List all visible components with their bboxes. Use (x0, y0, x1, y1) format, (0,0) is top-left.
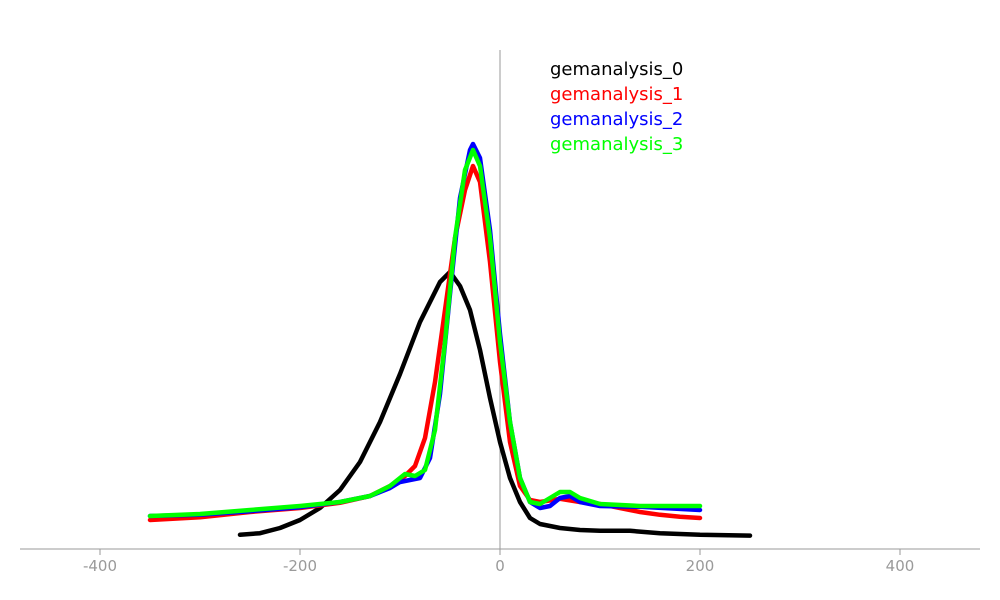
series-line-gemanalysis_0 (237, 269, 753, 538)
legend-entry-gemanalysis_2: gemanalysis_2 (550, 109, 683, 130)
series-line-gemanalysis_2 (147, 141, 703, 519)
x-tick-label: -400 (83, 557, 117, 575)
series-lines (147, 141, 753, 538)
legend: gemanalysis_0 gemanalysis_1 gemanalysis_2g… (550, 59, 683, 155)
x-tick-label: 400 (886, 557, 915, 575)
legend-entry-gemanalysis_3: gemanalysis_3 (550, 134, 683, 155)
x-tick-label: 200 (686, 557, 715, 575)
series-line-gemanalysis_3 (147, 147, 703, 519)
legend-entry-gemanalysis_0: gemanalysis_0 (550, 59, 683, 80)
x-tick-label: -200 (283, 557, 317, 575)
x-axis-ticks: -400 -200 0 200 400 (83, 549, 914, 575)
x-tick-label: 0 (495, 557, 505, 575)
legend-entry-gemanalysis_1: gemanalysis_1 (550, 84, 683, 105)
